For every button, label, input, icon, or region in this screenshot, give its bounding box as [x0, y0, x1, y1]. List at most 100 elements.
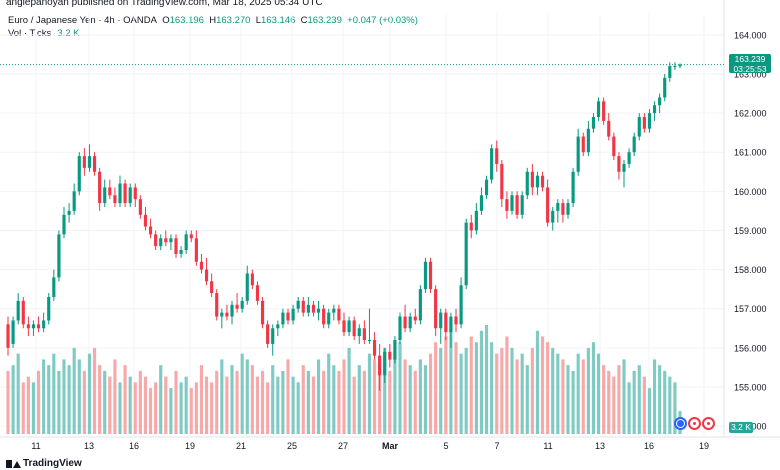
x-tick-label: 25	[287, 441, 297, 451]
candle-body	[159, 238, 163, 247]
publish-credit: anglepanoyan published on TradingView.co…	[6, 0, 323, 8]
candle-body	[632, 136, 636, 153]
volume-bar	[159, 365, 163, 434]
y-tick-label: 161.000	[734, 148, 767, 158]
candle-body	[164, 238, 168, 243]
y-tick-label: 163.000	[734, 69, 767, 79]
candle-body	[337, 308, 341, 321]
volume-bar	[357, 365, 361, 434]
candle-body	[11, 320, 15, 344]
candle-body	[571, 171, 575, 204]
candle-body	[459, 285, 463, 325]
y-tick-label: 156.000	[734, 343, 767, 353]
candle-body	[423, 261, 428, 290]
candle-body	[296, 300, 300, 309]
event-marker-icon[interactable]	[674, 417, 687, 430]
candle-body	[210, 281, 214, 294]
volume-bar	[291, 376, 295, 434]
candle-body	[627, 152, 631, 164]
candle-body	[658, 97, 662, 106]
volume-bar	[617, 365, 621, 434]
volume-bar	[642, 376, 646, 434]
candle-body	[322, 308, 326, 325]
candle-body	[642, 116, 646, 129]
candle-body	[622, 163, 626, 172]
volume-bar	[581, 359, 585, 434]
candle-body	[199, 261, 204, 270]
volume-bar	[576, 353, 580, 434]
volume-bar	[164, 376, 168, 434]
candle-body	[673, 66, 677, 68]
candle-body	[311, 304, 316, 313]
volume-bar	[464, 347, 468, 434]
candle-body	[515, 195, 519, 215]
volume-bar	[199, 365, 204, 434]
x-tick-label: 13	[84, 441, 94, 451]
candle-body	[352, 320, 356, 337]
candle-body	[551, 210, 555, 223]
volume-bar	[82, 370, 86, 434]
volume-bar	[571, 370, 575, 434]
volume-bar	[62, 359, 66, 434]
candle-body	[230, 304, 234, 317]
volume-bar	[383, 347, 387, 434]
candle-body	[57, 234, 61, 278]
event-marker-icon[interactable]	[688, 417, 701, 430]
candle-body	[26, 324, 30, 329]
bar-countdown: 03:25:53	[733, 63, 767, 74]
volume-bar	[637, 365, 641, 434]
candle-body	[413, 316, 417, 321]
candle-body	[418, 289, 422, 321]
candle-body	[215, 293, 219, 317]
volume-bar	[301, 365, 305, 434]
candle-body	[327, 312, 331, 325]
volume-bar	[602, 365, 606, 434]
volume-bar	[484, 325, 489, 434]
candle-body	[678, 64, 682, 67]
candle-body	[581, 136, 585, 153]
volume-bar	[113, 359, 117, 434]
candle-body	[316, 308, 321, 313]
candle-body	[148, 226, 153, 235]
volume-bar	[189, 388, 193, 434]
volume-bar	[123, 365, 127, 434]
volume-bar	[607, 370, 611, 434]
volume-bar	[561, 359, 565, 434]
volume-bar	[408, 365, 412, 434]
candle-body	[276, 324, 280, 329]
volume-bar	[535, 330, 540, 434]
candle-body	[388, 351, 392, 360]
volume-bar	[245, 359, 249, 434]
volume-bar	[530, 347, 534, 434]
candle-body	[103, 187, 107, 204]
volume-bar	[586, 347, 590, 434]
tradingview-logo: TradingView	[6, 458, 82, 469]
candle-body	[21, 300, 25, 325]
candle-body	[271, 328, 275, 344]
volume-bar	[418, 359, 422, 434]
candle-body	[500, 163, 504, 200]
volume-bar	[403, 359, 407, 434]
volume-bar	[393, 353, 397, 434]
candle-body	[174, 238, 178, 254]
event-marker-icon[interactable]	[702, 417, 715, 430]
volume-bar	[16, 353, 20, 434]
volume-bar	[240, 353, 244, 434]
candle-body	[194, 238, 198, 262]
volume-bar	[276, 376, 280, 434]
candle-body	[47, 296, 51, 321]
candle-body	[444, 312, 448, 333]
x-tick-label: 16	[129, 441, 139, 451]
candle-body	[647, 113, 652, 129]
candle-body	[31, 324, 36, 329]
candle-body	[225, 312, 229, 317]
volume-bar	[510, 347, 514, 434]
x-tick-label: 16	[644, 441, 654, 451]
volume-bar	[505, 336, 509, 434]
volume-bar	[449, 330, 453, 434]
y-tick-label: 160.000	[734, 187, 767, 197]
event-markers[interactable]	[674, 417, 715, 430]
candle-body	[87, 156, 92, 168]
high-value: 163.270	[216, 15, 251, 26]
